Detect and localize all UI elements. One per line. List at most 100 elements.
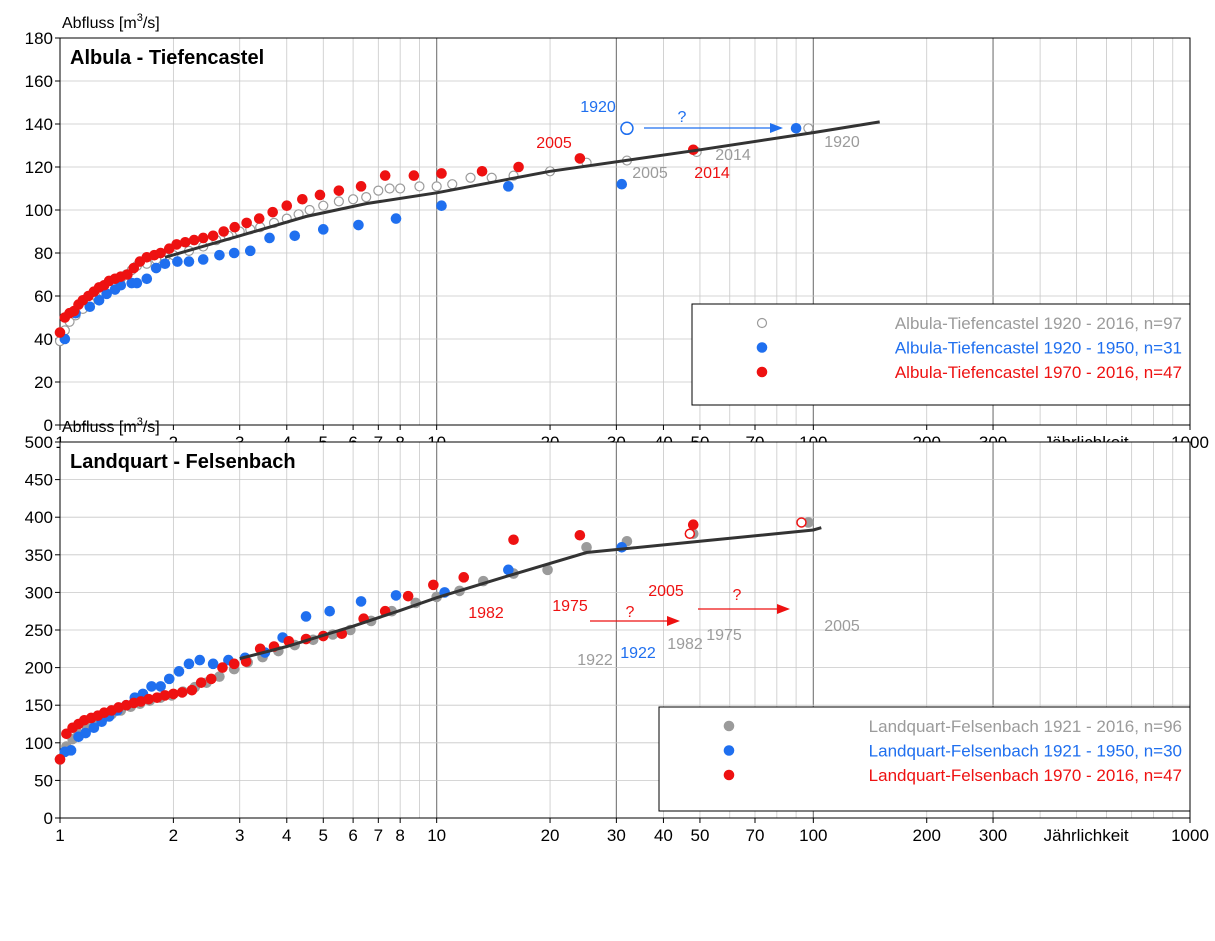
outlier-point	[620, 121, 634, 136]
arrow-head	[770, 123, 783, 133]
y-axis-label-main: Abfluss [m	[62, 419, 137, 436]
annotation-label: 1975	[706, 627, 742, 644]
data-point	[80, 727, 91, 739]
data-point	[447, 179, 458, 190]
y-tick-label: 150	[25, 696, 53, 715]
annotation-label: ?	[733, 587, 742, 604]
data-point	[84, 301, 96, 313]
legend-box	[691, 303, 1191, 406]
legend-entry: Landquart-Felsenbach 1921 - 1950, n=30	[869, 742, 1182, 761]
y-axis: 0 50 100 150 200 250 300 350 400 450 500	[25, 433, 60, 828]
y-tick-label: 350	[25, 546, 53, 565]
data-point	[207, 230, 219, 242]
data-point	[244, 245, 256, 257]
annotation-label: 2005	[824, 618, 860, 635]
annotation-label: 2005	[632, 165, 668, 182]
data-point	[194, 654, 206, 666]
y-tick-label: 20	[34, 373, 53, 392]
y-axis-label-tail: /s]	[143, 419, 160, 436]
data-point	[508, 534, 519, 546]
data-point	[373, 185, 384, 196]
data-point	[348, 194, 359, 205]
y-tick-label: 400	[25, 508, 53, 527]
y-axis-label-sup: 3	[137, 12, 143, 24]
y-axis-label-sup: 3	[137, 416, 143, 428]
data-point	[402, 590, 414, 602]
data-point	[281, 200, 293, 211]
data-point	[253, 213, 265, 224]
data-point	[458, 572, 470, 583]
data-point	[465, 172, 476, 183]
y-tick-label: 40	[34, 330, 53, 349]
data-point	[414, 181, 425, 192]
legend-entry: Albula-Tiefencastel 1970 - 2016, n=47	[895, 363, 1182, 382]
data-point	[384, 183, 395, 194]
x-tick-label: 50	[690, 826, 709, 845]
x-tick-label: 2	[169, 826, 178, 845]
data-point	[197, 254, 209, 265]
series-3	[54, 144, 699, 338]
data-point	[205, 673, 217, 685]
data-point	[101, 288, 112, 300]
legend-entry: Landquart-Felsenbach 1970 - 2016, n=47	[869, 766, 1182, 785]
data-point	[503, 181, 514, 192]
legend-marker	[756, 342, 768, 353]
data-point	[163, 673, 175, 685]
data-point	[93, 295, 105, 306]
y-tick-label: 120	[25, 158, 53, 177]
x-tick-label: 4	[282, 826, 291, 845]
annotation-label: ?	[626, 604, 635, 621]
data-point	[186, 684, 198, 696]
data-point	[229, 221, 241, 233]
data-point	[159, 258, 171, 270]
data-point	[542, 564, 553, 576]
grid	[60, 441, 1190, 819]
x-tick-label: 40	[654, 826, 673, 845]
annotation-label: 2014	[715, 147, 751, 164]
annotation-label: 1975	[552, 598, 588, 615]
data-point	[314, 189, 326, 201]
y-tick-label: 180	[25, 29, 53, 48]
data-point	[183, 256, 195, 267]
data-point	[436, 200, 447, 211]
data-point	[317, 224, 329, 235]
data-point	[289, 230, 301, 242]
x-tick-label: 1	[55, 826, 64, 845]
data-point	[146, 681, 157, 692]
x-tick-label: 300	[979, 826, 1007, 845]
data-point	[318, 200, 329, 211]
series-3	[54, 519, 699, 765]
data-point	[355, 596, 367, 607]
data-point	[218, 226, 229, 237]
legend-marker	[756, 366, 768, 378]
data-point	[151, 692, 163, 703]
data-point	[333, 196, 344, 207]
x-tick-label: 5	[319, 826, 328, 845]
data-point	[179, 236, 191, 248]
x-tick-label: 3	[235, 826, 244, 845]
x-axis-label: Jährlichkeit	[1044, 826, 1129, 845]
data-point	[183, 658, 195, 670]
legend-marker	[756, 317, 768, 329]
data-point	[687, 519, 699, 531]
legend-entry: Albula-Tiefencastel 1920 - 1950, n=31	[895, 339, 1182, 358]
data-point	[54, 327, 66, 338]
y-tick-label: 60	[34, 287, 53, 306]
data-point	[379, 170, 391, 181]
data-point	[195, 677, 207, 688]
data-point	[173, 666, 185, 677]
x-tick-label: 100	[799, 826, 827, 845]
data-point	[172, 256, 183, 267]
y-tick-label: 100	[25, 201, 53, 220]
data-point	[65, 745, 77, 756]
data-point	[476, 166, 488, 177]
data-point	[333, 185, 345, 196]
data-point	[616, 178, 628, 190]
data-point	[207, 658, 219, 670]
outlier-point	[796, 517, 807, 528]
data-point	[297, 193, 308, 205]
data-point	[355, 181, 367, 192]
